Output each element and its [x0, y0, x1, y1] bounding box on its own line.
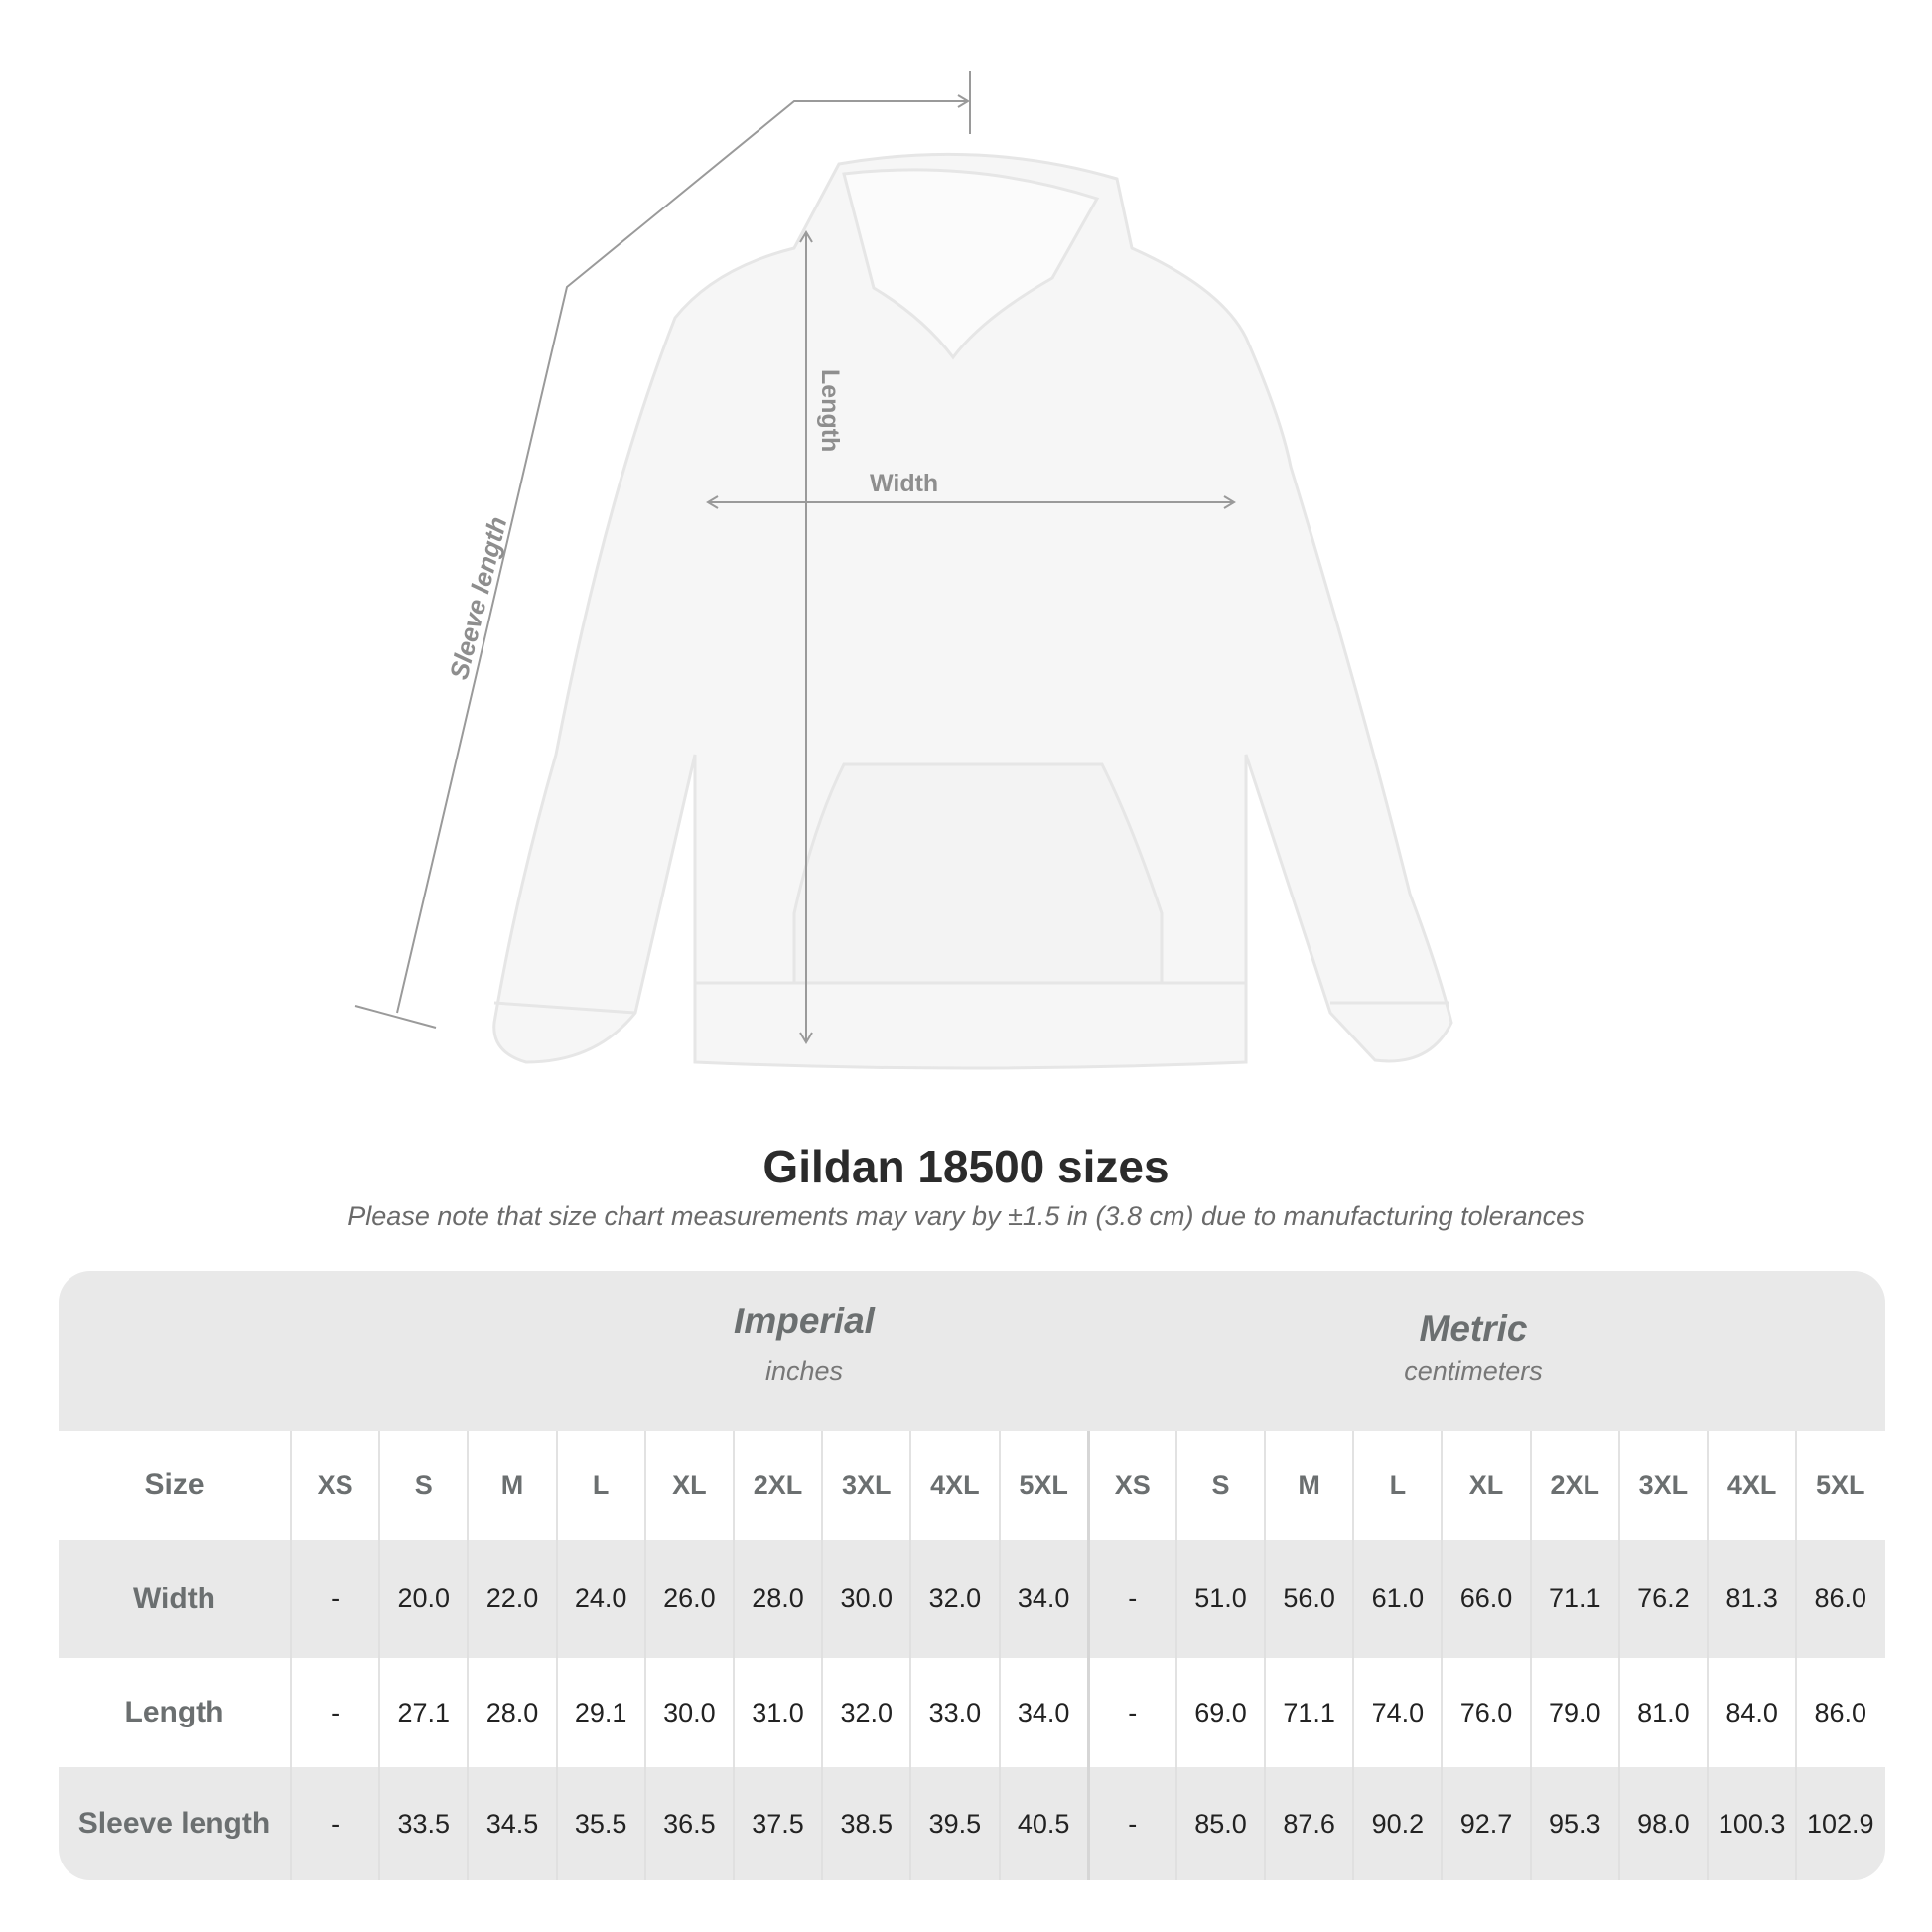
- length-label: Length: [816, 369, 844, 452]
- metric-cell: -: [1086, 1540, 1175, 1658]
- imperial-cell: 39.5: [909, 1767, 998, 1880]
- size-header-cell: S: [1174, 1431, 1264, 1540]
- size-header-cell: 4XL: [909, 1431, 998, 1540]
- metric-cell: -: [1086, 1767, 1175, 1880]
- metric-cell: 71.1: [1529, 1540, 1618, 1658]
- table-row: Width -20.0 22.0 24.0 26.0 28.0 30.0 32.0 34.0-5…: [59, 1540, 1885, 1658]
- metric-cell: 61.0: [1352, 1540, 1441, 1658]
- metric-cell: 76.0: [1441, 1658, 1529, 1767]
- metric-cell: 90.2: [1352, 1767, 1441, 1880]
- size-header-cell: XS: [1086, 1431, 1175, 1540]
- metric-title: Metric: [1419, 1309, 1528, 1349]
- imperial-cell: 27.1: [378, 1658, 467, 1767]
- metric-cell: 100.3: [1707, 1767, 1795, 1880]
- size-header-cell: L: [1352, 1431, 1441, 1540]
- metric-cell: 87.6: [1264, 1767, 1352, 1880]
- metric-cell: 81.3: [1707, 1540, 1795, 1658]
- hoodie-measurement-diagram: Length Width Sleeve length: [354, 71, 1453, 1070]
- hoodie-image: [492, 152, 1453, 1070]
- size-header-cell: M: [1264, 1431, 1352, 1540]
- imperial-cell: 36.5: [643, 1767, 733, 1880]
- tolerance-note: Please note that size chart measurements…: [347, 1201, 1585, 1231]
- metric-cell: 81.0: [1617, 1658, 1707, 1767]
- imperial-cell: 28.0: [732, 1540, 821, 1658]
- metric-cell: 74.0: [1352, 1658, 1441, 1767]
- imperial-cell: 24.0: [555, 1540, 644, 1658]
- imperial-cell: 32.0: [821, 1658, 909, 1767]
- imperial-cell: -: [290, 1540, 378, 1658]
- metric-cell: 69.0: [1174, 1658, 1264, 1767]
- imperial-cell: 37.5: [732, 1767, 821, 1880]
- size-header-row: Size XS S M L XL 2XL 3XL 4XL 5XL XS S M L XL 2XL 3XL 4XL 5…: [59, 1431, 1885, 1540]
- imperial-cell: 34.0: [998, 1658, 1087, 1767]
- metric-cell: -: [1086, 1658, 1175, 1767]
- metric-cell: 85.0: [1174, 1767, 1264, 1880]
- unit-header-band: Imperial inches Metric centimeters: [59, 1271, 1885, 1431]
- imperial-cell: 33.5: [378, 1767, 467, 1880]
- size-header-cell: 5XL: [1795, 1431, 1883, 1540]
- row-label: Sleeve length: [77, 1807, 271, 1840]
- row-label: Width: [132, 1582, 216, 1615]
- imperial-unit: inches: [764, 1356, 844, 1386]
- size-header-cell: 3XL: [821, 1431, 909, 1540]
- metric-cell: 76.2: [1617, 1540, 1707, 1658]
- imperial-cell: 32.0: [909, 1540, 998, 1658]
- imperial-cell: 38.5: [821, 1767, 909, 1880]
- imperial-cell: 30.0: [821, 1540, 909, 1658]
- page-title: Gildan 18500 sizes: [762, 1141, 1170, 1192]
- metric-cell: 71.1: [1264, 1658, 1352, 1767]
- size-header-cell: L: [555, 1431, 644, 1540]
- size-header-cell: S: [378, 1431, 467, 1540]
- metric-cell: 95.3: [1529, 1767, 1618, 1880]
- imperial-cell: 28.0: [467, 1658, 555, 1767]
- metric-cell: 51.0: [1174, 1540, 1264, 1658]
- row-label: Size: [144, 1468, 205, 1501]
- metric-header: Metric centimeters: [1126, 1309, 1821, 1387]
- size-header-cell: XS: [290, 1431, 378, 1540]
- size-header-cell: 2XL: [732, 1431, 821, 1540]
- measurement-lines: [354, 71, 1236, 1044]
- imperial-cell: 30.0: [643, 1658, 733, 1767]
- imperial-cell: 31.0: [732, 1658, 821, 1767]
- imperial-cell: 26.0: [643, 1540, 733, 1658]
- imperial-cell: -: [290, 1658, 378, 1767]
- metric-cell: 79.0: [1529, 1658, 1618, 1767]
- imperial-cell: 35.5: [555, 1767, 644, 1880]
- metric-unit: centimeters: [1404, 1356, 1543, 1386]
- metric-cell: 98.0: [1617, 1767, 1707, 1880]
- metric-cell: 86.0: [1795, 1540, 1883, 1658]
- imperial-cell: 22.0: [467, 1540, 555, 1658]
- imperial-cell: 34.5: [467, 1767, 555, 1880]
- imperial-cell: -: [290, 1767, 378, 1880]
- sleeve-cuff-tick: [354, 1005, 437, 1029]
- size-table: Imperial inches Metric centimeters Size X…: [59, 1271, 1885, 1880]
- size-header-cell: XL: [643, 1431, 733, 1540]
- metric-cell: 86.0: [1795, 1658, 1883, 1767]
- imperial-title: Imperial: [734, 1301, 875, 1341]
- sleeve-length-line: [396, 94, 970, 1014]
- size-header-cell: 4XL: [1707, 1431, 1795, 1540]
- size-header-cell: 3XL: [1617, 1431, 1707, 1540]
- metric-cell: 66.0: [1441, 1540, 1529, 1658]
- imperial-cell: 29.1: [555, 1658, 644, 1767]
- size-header-cell: 2XL: [1529, 1431, 1618, 1540]
- width-label: Width: [870, 470, 938, 497]
- imperial-cell: 33.0: [909, 1658, 998, 1767]
- size-header-cell: XL: [1441, 1431, 1529, 1540]
- imperial-cell: 20.0: [378, 1540, 467, 1658]
- row-label: Length: [124, 1696, 224, 1728]
- size-header-cell: 5XL: [998, 1431, 1087, 1540]
- imperial-header: Imperial inches: [457, 1301, 1152, 1387]
- imperial-cell: 40.5: [998, 1767, 1087, 1880]
- imperial-cell: 34.0: [998, 1540, 1087, 1658]
- metric-cell: 92.7: [1441, 1767, 1529, 1880]
- sleeve-length-label: Sleeve length: [444, 514, 513, 683]
- metric-cell: 102.9: [1795, 1767, 1883, 1880]
- metric-cell: 56.0: [1264, 1540, 1352, 1658]
- table-row: Sleeve length -33.5 34.5 35.5 36.5 37.5 38.5 39…: [59, 1767, 1885, 1880]
- size-header-cell: M: [467, 1431, 555, 1540]
- table-row: Length -27.1 28.0 29.1 30.0 31.0 32.0 33.0 34.0-…: [59, 1658, 1885, 1767]
- metric-cell: 84.0: [1707, 1658, 1795, 1767]
